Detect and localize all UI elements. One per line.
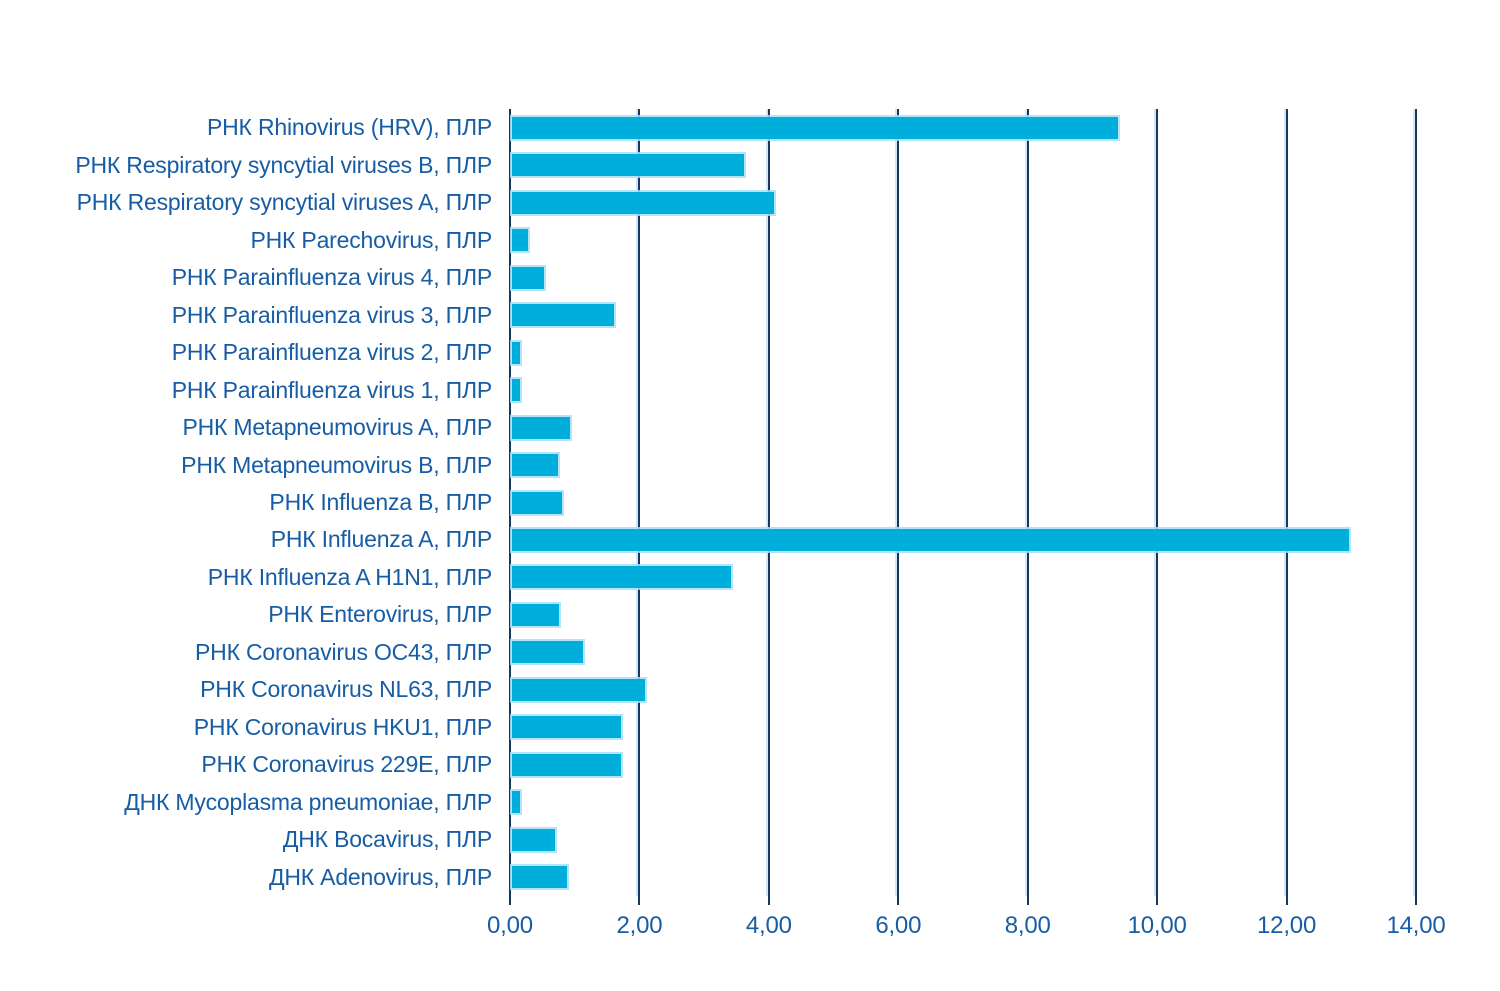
category-label: РНК Respiratory syncytial viruses A, ПЛР [76, 189, 493, 216]
bar [512, 341, 520, 364]
x-axis-tick [1415, 896, 1417, 905]
bar [512, 641, 584, 664]
x-axis-tick-label: 14,00 [1386, 912, 1446, 939]
gridline [1156, 109, 1159, 896]
bar [512, 154, 744, 177]
bar [512, 116, 1119, 139]
category-label: РНК Parainfluenza virus 2, ПЛР [171, 339, 492, 366]
x-axis-tick-label: 0,00 [487, 912, 533, 939]
bar [512, 603, 559, 626]
bar [512, 266, 545, 289]
category-label: РНК Coronavirus 229E, ПЛР [201, 751, 492, 778]
bar [512, 716, 622, 739]
category-label: РНК Metapneumovirus A, ПЛР [182, 414, 492, 441]
bar [512, 528, 1349, 551]
x-axis-tick-label: 4,00 [745, 912, 792, 939]
category-label: РНК Coronavirus OC43, ПЛР [195, 638, 492, 665]
x-axis-tick [1285, 896, 1288, 905]
category-label: РНК Parainfluenza virus 1, ПЛР [171, 376, 492, 403]
category-label: РНК Coronavirus NL63, ПЛР [200, 676, 492, 703]
x-axis-tick-label: 8,00 [1004, 912, 1051, 939]
category-label: РНК Respiratory syncytial viruses B, ПЛР [75, 151, 492, 178]
category-label: ДНК Bocavirus, ПЛР [282, 826, 492, 853]
category-label: РНК Metapneumovirus B, ПЛР [181, 451, 492, 478]
gridline [638, 109, 641, 896]
x-axis-tick [1026, 896, 1029, 905]
bar [512, 454, 558, 477]
gridline [1285, 109, 1288, 896]
category-label: ДНК Mycoplasma pneumoniae, ПЛР [124, 788, 492, 815]
category-label: ДНК Adenovirus, ПЛР [269, 863, 492, 890]
y-axis-line [509, 109, 511, 896]
x-axis-tick-label: 10,00 [1127, 912, 1187, 939]
category-label: РНК Parechovirus, ПЛР [250, 226, 492, 253]
bar [512, 304, 614, 327]
category-label: РНК Influenza B, ПЛР [269, 488, 492, 515]
bar [512, 866, 567, 889]
bar [512, 379, 520, 402]
bar [512, 229, 528, 252]
bar [512, 491, 563, 514]
category-label: РНК Influenza A H1N1, ПЛР [207, 563, 492, 590]
gridline [1415, 109, 1417, 896]
x-axis-tick [509, 896, 511, 905]
bar [512, 416, 571, 439]
category-label: РНК Parainfluenza virus 4, ПЛР [171, 264, 492, 291]
bar [512, 753, 622, 776]
x-axis-tick [1156, 896, 1159, 905]
bar [512, 678, 646, 701]
x-axis-tick [638, 896, 641, 905]
gridline [767, 109, 770, 896]
category-label: РНК Enterovirus, ПЛР [268, 601, 492, 628]
bar [512, 791, 521, 814]
x-axis-tick-label: 2,00 [616, 912, 663, 939]
gridline [897, 109, 900, 896]
x-axis-tick [897, 896, 900, 905]
bar [512, 191, 775, 214]
x-axis-tick-label: 6,00 [875, 912, 922, 939]
bar [512, 566, 731, 589]
category-label: РНК Coronavirus HKU1, ПЛР [193, 713, 492, 740]
bar [512, 828, 555, 851]
gridline [1026, 109, 1029, 896]
category-label: РНК Influenza A, ПЛР [270, 526, 492, 553]
x-axis-tick-label: 12,00 [1257, 912, 1317, 939]
x-axis-tick [767, 896, 770, 905]
category-label: РНК Rhinovirus (HRV), ПЛР [207, 114, 492, 141]
category-label: РНК Parainfluenza virus 3, ПЛР [171, 301, 492, 328]
